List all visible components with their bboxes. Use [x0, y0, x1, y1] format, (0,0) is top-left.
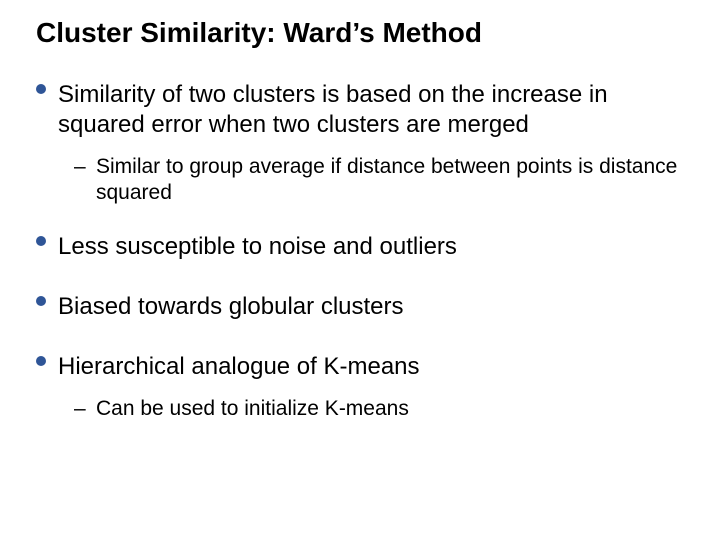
subbullet-text: Can be used to initialize K-means — [96, 397, 409, 420]
bullet-item-1: Similarity of two clusters is based on t… — [36, 80, 684, 140]
bullet-item-4: Hierarchical analogue of K-means — [36, 352, 684, 382]
disc-icon — [36, 236, 46, 246]
subbullet-item-4-1: – Can be used to initialize K-means — [36, 396, 684, 422]
disc-icon — [36, 296, 46, 306]
disc-icon — [36, 84, 46, 94]
bullet-text: Biased towards globular clusters — [58, 293, 404, 320]
slide-title: Cluster Similarity: Ward’s Method — [36, 16, 684, 50]
bullet-text: Less susceptible to noise and outliers — [58, 233, 457, 260]
bullet-item-2: Less susceptible to noise and outliers — [36, 232, 684, 262]
bullet-item-3: Biased towards globular clusters — [36, 292, 684, 322]
dash-icon: – — [74, 154, 86, 180]
bullet-text: Hierarchical analogue of K-means — [58, 353, 420, 380]
subbullet-text: Similar to group average if distance bet… — [96, 155, 677, 204]
disc-icon — [36, 356, 46, 366]
slide: Cluster Similarity: Ward’s Method Simila… — [0, 0, 720, 540]
dash-icon: – — [74, 396, 86, 422]
bullet-text: Similarity of two clusters is based on t… — [58, 81, 608, 138]
subbullet-item-1-1: – Similar to group average if distance b… — [36, 154, 684, 207]
